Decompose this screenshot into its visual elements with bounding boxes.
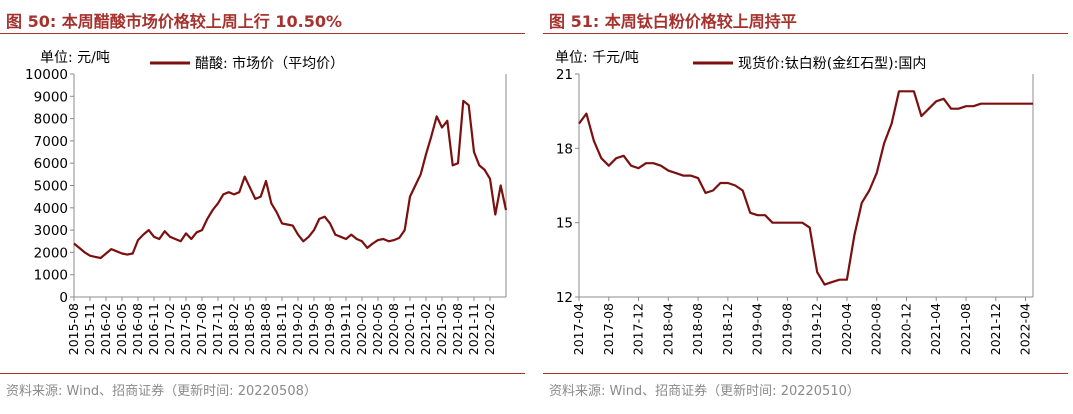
x-tick-label: 2020-08	[869, 303, 884, 355]
x-tick-label: 2021-04	[928, 303, 943, 355]
x-tick-label: 2018-04	[660, 303, 675, 355]
title-rule	[0, 33, 525, 34]
x-tick-label: 2018-08	[258, 303, 273, 355]
x-tick-label: 2020-12	[898, 303, 913, 355]
x-tick-label: 2017-04	[571, 303, 586, 355]
x-tick-label: 2021-05	[434, 303, 449, 355]
x-tick-label: 2020-05	[370, 303, 385, 355]
x-tick-label: 2019-08	[779, 303, 794, 355]
x-tick-label: 2017-05	[178, 303, 193, 355]
series-line	[73, 99, 508, 260]
y-tick-label: 6000	[34, 156, 68, 172]
legend-label: 醋酸: 市场价（平均价）	[195, 55, 344, 72]
y-tick-label: 5000	[34, 179, 68, 195]
x-tick-label: 2016-08	[130, 303, 145, 355]
x-tick-label: 2015-08	[66, 303, 81, 355]
x-tick-label: 2018-12	[720, 303, 735, 355]
x-tick-label: 2017-08	[194, 303, 209, 355]
y-tick-label: 21	[556, 67, 573, 83]
x-tick-label: 2021-02	[418, 303, 433, 355]
y-tick-label: 12	[556, 290, 573, 306]
x-tick-label: 2016-11	[146, 303, 161, 355]
x-tick-label: 2018-02	[226, 303, 241, 355]
x-tick-label: 2017-02	[162, 303, 177, 355]
x-tick-label: 2016-05	[114, 303, 129, 355]
y-tick-label: 4000	[34, 201, 68, 217]
legend-label: 现货价:钛白粉(金红石型):国内	[738, 55, 926, 72]
bottom-rule	[543, 373, 1068, 374]
x-tick-label: 2016-02	[98, 303, 113, 355]
x-tick-label: 2017-11	[210, 303, 225, 355]
y-tick-label: 18	[556, 141, 573, 157]
acetic-acid-chart: 0 1000 2000 3000 4000 5000 6000 7000 8000 9000 100…	[25, 50, 508, 355]
y-tick-label: 10000	[25, 67, 68, 83]
x-tick-label: 2020-04	[839, 303, 854, 355]
x-tick-label: 2019-12	[809, 303, 824, 355]
x-tick-label: 2019-08	[322, 303, 337, 355]
x-tick-label: 2017-08	[601, 303, 616, 355]
x-tick-label: 2018-05	[242, 303, 257, 355]
x-tick-label: 2022-04	[1018, 303, 1033, 355]
x-tick-label: 2022-02	[482, 303, 497, 355]
x-tick-label: 2021-08	[958, 303, 973, 355]
figure-title: 图 51: 本周钛白粉价格较上周持平	[549, 12, 797, 31]
unit-label: 单位: 元/吨	[40, 50, 110, 66]
chart-panel-acetic-acid: 图 50: 本周醋酸市场价格较上周上行 10.50% 0 1000 2000 3000…	[0, 0, 530, 414]
y-tick-label: 3000	[34, 223, 68, 239]
y-tick-label: 15	[556, 216, 573, 232]
x-tick-label: 2021-12	[988, 303, 1003, 355]
x-tick-label: 2020-02	[354, 303, 369, 355]
unit-label: 单位: 千元/吨	[555, 50, 639, 66]
source-note: 资料来源: Wind、招商证券（更新时间: 20220510）	[549, 384, 860, 399]
chart-panel-titanium-dioxide: 图 51: 本周钛白粉价格较上周持平 12 15 18 21 2017-04 2017-0…	[543, 0, 1073, 414]
figure-title: 图 50: 本周醋酸市场价格较上周上行 10.50%	[6, 12, 343, 31]
titanium-dioxide-chart: 12 15 18 21 2017-04 2017-08 2017-12 2018-04 2018…	[555, 50, 1034, 355]
y-tick-label: 9000	[34, 89, 68, 105]
source-note: 资料来源: Wind、招商证券（更新时间: 20220508）	[6, 384, 317, 399]
x-tick-label: 2019-02	[290, 303, 305, 355]
x-tick-label: 2018-11	[274, 303, 289, 355]
bottom-rule	[0, 373, 525, 374]
x-tick-label: 2020-11	[402, 303, 417, 355]
x-tick-label: 2020-08	[386, 303, 401, 355]
y-tick-label: 8000	[34, 112, 68, 128]
x-tick-label: 2021-08	[450, 303, 465, 355]
x-tick-label: 2017-12	[631, 303, 646, 355]
y-tick-label: 2000	[34, 245, 68, 261]
series-line	[578, 90, 1033, 286]
title-rule	[543, 33, 1068, 34]
x-tick-label: 2019-05	[306, 303, 321, 355]
y-tick-label: 7000	[34, 134, 68, 150]
x-tick-label: 2018-08	[690, 303, 705, 355]
y-tick-label: 1000	[34, 268, 68, 284]
x-tick-label: 2019-04	[750, 303, 765, 355]
x-tick-label: 2015-11	[82, 303, 97, 355]
x-tick-label: 2021-11	[466, 303, 481, 355]
x-tick-label: 2019-11	[338, 303, 353, 355]
y-tick-label: 0	[59, 290, 68, 306]
